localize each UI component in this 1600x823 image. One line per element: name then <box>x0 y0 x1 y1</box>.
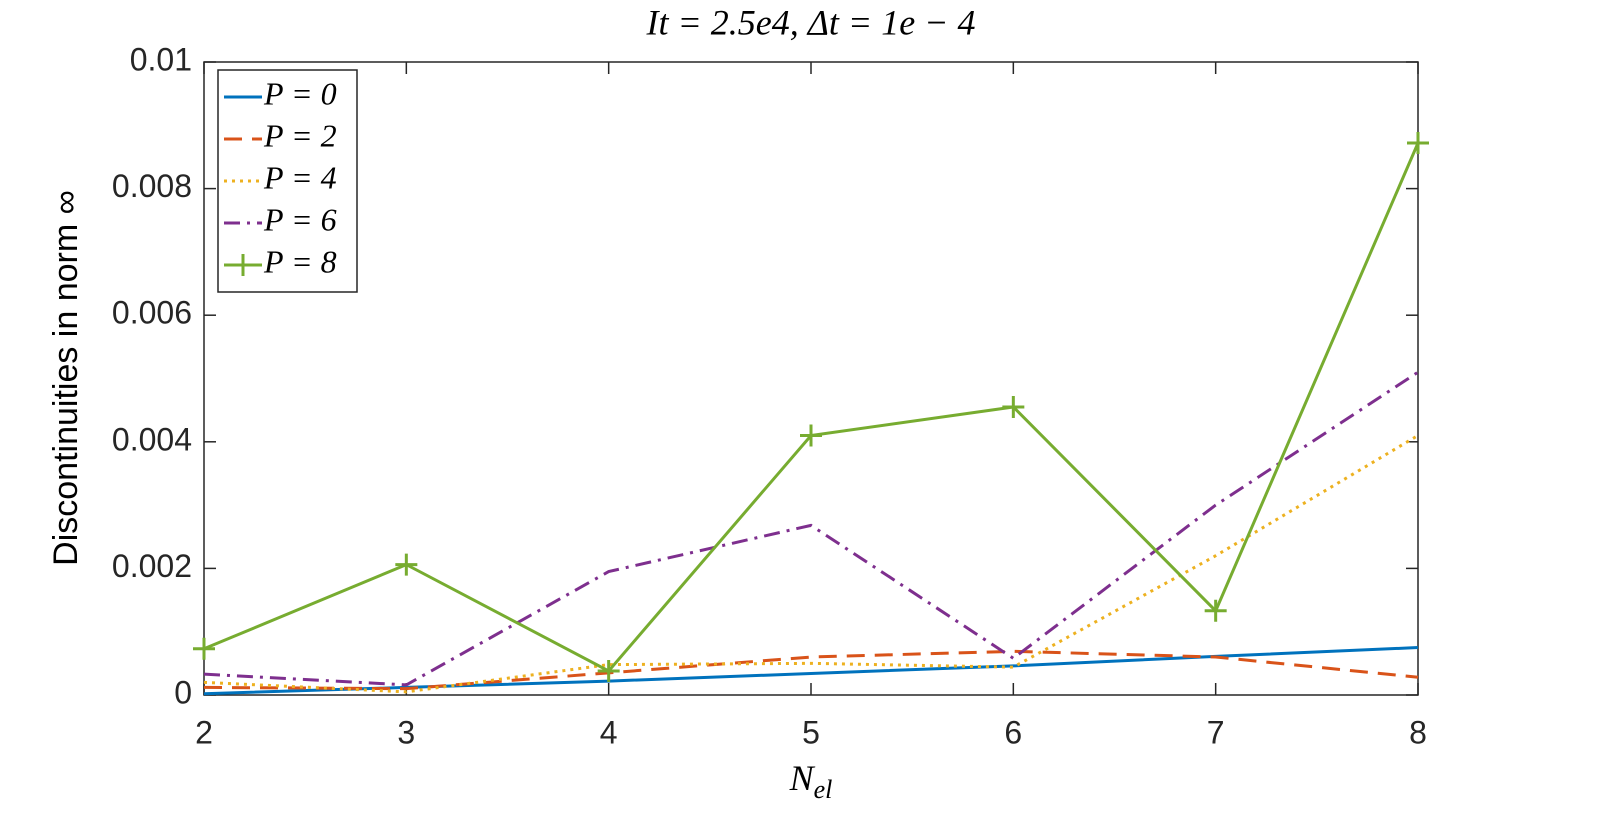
marker <box>800 424 822 447</box>
legend-label: P = 8 <box>263 243 337 279</box>
marker <box>1204 599 1227 622</box>
y-axis-label: Discontinuities in norm ∞ <box>47 190 85 566</box>
marker <box>395 553 418 576</box>
x-tick-label: 6 <box>1004 714 1022 750</box>
y-tick-label: 0.006 <box>112 295 192 331</box>
y-tick-label: 0 <box>174 674 192 710</box>
series-line <box>203 649 1419 691</box>
series-line <box>203 434 1419 694</box>
legend-label: P = 6 <box>263 201 337 237</box>
x-label-base: N <box>789 758 816 798</box>
marker <box>597 659 620 682</box>
x-tick-label: 5 <box>802 714 820 750</box>
legend-label: P = 0 <box>263 75 337 111</box>
y-tick-label: 0.002 <box>112 548 192 584</box>
x-axis-label: Nel <box>789 758 833 804</box>
x-tick-label: 4 <box>600 714 618 750</box>
series-line <box>203 370 1419 687</box>
marker <box>1002 395 1025 418</box>
legend-label: P = 2 <box>263 117 337 153</box>
marker <box>1407 132 1429 155</box>
x-tick-label: 8 <box>1409 714 1427 750</box>
x-tick-label: 3 <box>397 714 415 750</box>
plot-area <box>203 61 1419 696</box>
chart-title: It = 2.5e4, Δt = 1e − 4 <box>646 2 976 42</box>
y-tick-label: 0.008 <box>112 168 192 204</box>
x-label-sub: el <box>814 775 833 804</box>
y-tick-label: 0.01 <box>130 41 192 77</box>
x-tick-label: 2 <box>195 714 213 750</box>
legend-marker <box>232 254 254 276</box>
y-tick-label: 0.004 <box>112 421 192 457</box>
marker <box>193 637 215 660</box>
x-tick-label: 7 <box>1207 714 1225 750</box>
legend-label: P = 4 <box>263 159 337 195</box>
